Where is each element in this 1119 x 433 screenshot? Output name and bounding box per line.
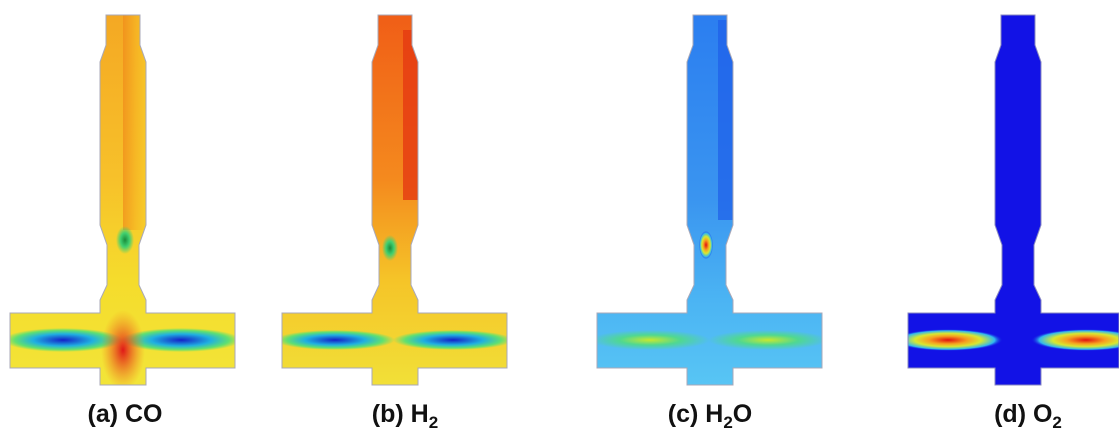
caption-text: (c) H: [668, 400, 724, 428]
contour-h2o: [590, 0, 830, 400]
caption-subscript: 2: [1052, 413, 1061, 432]
caption: (a) CO: [88, 400, 163, 428]
caption: (d) O2: [994, 400, 1062, 432]
caption-text: (b) H: [372, 400, 429, 428]
figure: (a) CO (b) H2 (c) H2O (d) O2: [0, 0, 1119, 433]
caption-subscript: 2: [723, 413, 732, 432]
contour-o2: [893, 0, 1119, 400]
caption-text: (d) O: [994, 400, 1052, 428]
caption-text: O: [733, 400, 752, 428]
caption: (b) H2: [372, 400, 438, 432]
caption-text: (a) CO: [88, 400, 163, 428]
contour-co: [3, 0, 243, 400]
caption-subscript: 2: [429, 413, 438, 432]
contour-h2: [275, 0, 515, 400]
caption: (c) H2O: [668, 400, 752, 432]
